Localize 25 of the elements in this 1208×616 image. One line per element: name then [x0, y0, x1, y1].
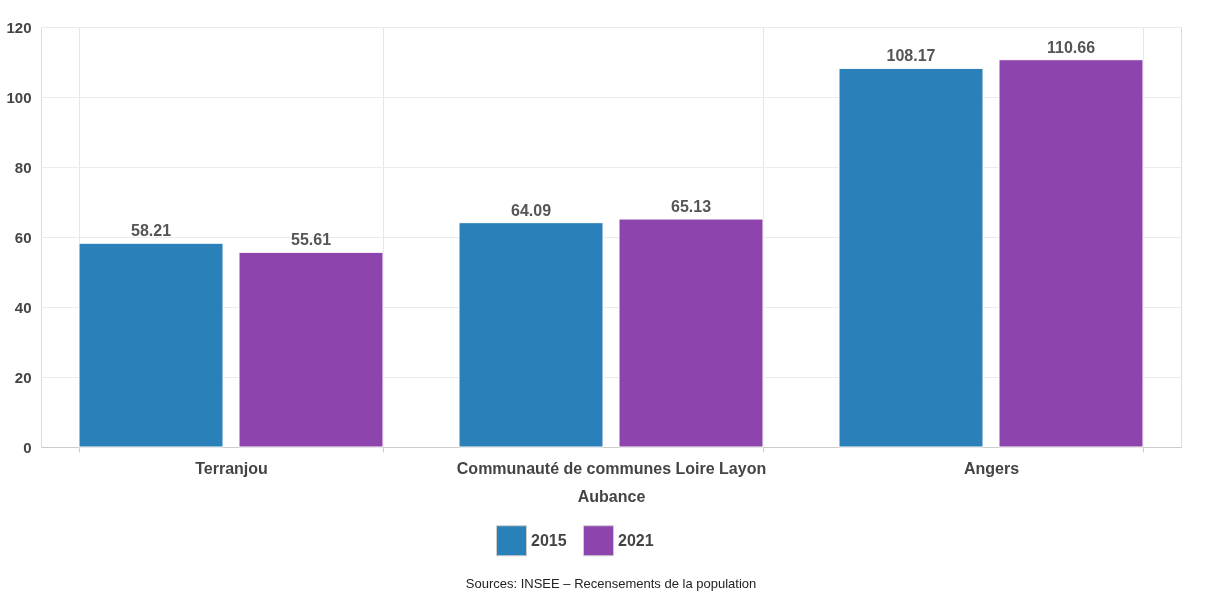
data-label: 65.13 — [670, 198, 712, 216]
data-label: 55.61 — [290, 231, 332, 249]
y-tick-label: 60 — [14, 228, 32, 246]
data-label: 58.21 — [130, 222, 172, 240]
y-tick-label: 0 — [23, 438, 32, 456]
y-tick-label: 100 — [6, 88, 32, 106]
bar — [838, 67, 984, 448]
x-tick-label: Angers — [963, 459, 1020, 477]
y-tick-label: 120 — [6, 18, 32, 36]
x-tick-label: Communauté de communes Loire Layon Aubance — [456, 459, 767, 505]
bar — [618, 218, 764, 448]
bar — [998, 59, 1144, 448]
y-tick-label: 40 — [14, 298, 32, 316]
legend-label: 2015 — [531, 531, 567, 549]
legend-label: 2021 — [618, 531, 654, 549]
data-label: 108.17 — [886, 47, 936, 65]
bar — [78, 242, 224, 448]
bar — [458, 222, 604, 448]
data-label: 110.66 — [1046, 38, 1096, 56]
x-tick-label: Terranjou — [195, 459, 268, 477]
data-label: 64.09 — [510, 201, 552, 219]
y-tick-label: 80 — [14, 158, 32, 176]
source-note: Sources: INSEE – Recensements de la population — [465, 576, 757, 591]
y-tick-label: 20 — [14, 368, 32, 386]
bar — [238, 251, 384, 448]
